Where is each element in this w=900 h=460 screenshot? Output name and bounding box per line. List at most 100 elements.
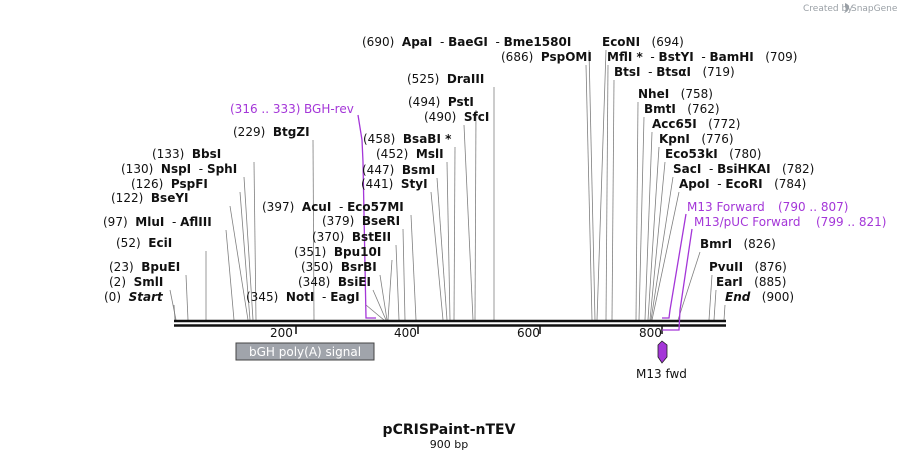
site-enzyme-name: StyI	[401, 177, 428, 191]
site-leader-nspi	[243, 176, 254, 321]
site-label-smli[interactable]: (2) SmlI	[109, 275, 163, 289]
credit-brand: SnapGene	[851, 4, 898, 14]
site-label-draiii[interactable]: (525) DraIII	[407, 72, 484, 86]
primer-m13-puc-forward-line[interactable]	[662, 228, 693, 331]
site-position: (876)	[743, 260, 787, 274]
site-label-apoi[interactable]: ApoI - EcoRI (784)	[679, 177, 806, 191]
site-enzyme-name: EciI	[148, 236, 172, 250]
site-leader-saci	[650, 176, 674, 321]
site-enzyme-name: BstEII	[352, 230, 391, 244]
site-label-bmri[interactable]: BmrI (826)	[700, 237, 776, 251]
site-separator: -	[314, 290, 330, 304]
site-label-bsabi[interactable]: (458) BsaBI *	[363, 132, 452, 146]
site-label-pspfi[interactable]: (126) PspFI	[131, 177, 208, 191]
site-label-ecii[interactable]: (52) EciI	[116, 236, 172, 250]
site-position: (900)	[750, 290, 794, 304]
site-leader-kpni	[647, 146, 660, 321]
site-position: (130)	[121, 162, 161, 176]
ruler-tick-label-600: 600	[517, 326, 540, 340]
site-label-mfli[interactable]: MflI * - BstYI - BamHI (709)	[607, 50, 798, 64]
site-label-eco53ki[interactable]: Eco53kI (780)	[665, 147, 761, 161]
site-leader-pspomi	[585, 64, 593, 321]
site-enzyme-name: BmtI	[644, 102, 676, 116]
site-enzyme-name: EarI	[716, 275, 743, 289]
primer-markers	[357, 114, 693, 331]
site-leader-lines	[169, 49, 726, 321]
site-label-bsiei[interactable]: (348) BsiEI	[298, 275, 371, 289]
site-enzyme-name: PvuII	[709, 260, 743, 274]
site-position: (719)	[691, 65, 735, 79]
primer-m13-forward-name: M13 Forward	[687, 200, 765, 214]
site-label-btsi[interactable]: BtsI - BtsαI (719)	[614, 65, 735, 79]
site-leader-bsiei	[372, 289, 387, 321]
site-label-eari[interactable]: EarI (885)	[716, 275, 786, 289]
primer-bgh-rev-line[interactable]	[357, 114, 376, 319]
site-label-bpuei[interactable]: (23) BpuEI	[109, 260, 180, 274]
site-position: (758)	[669, 87, 713, 101]
site-separator: -	[694, 50, 710, 64]
site-separator: -	[488, 35, 504, 49]
site-separator: -	[164, 215, 180, 229]
site-label-sfci[interactable]: (490) SfcI	[424, 110, 489, 124]
feature-m13-fwd-arrow[interactable]	[657, 340, 668, 364]
plasmid-title: pCRISPaint-nTEV	[383, 422, 516, 438]
site-label-bsmi[interactable]: (447) BsmI	[362, 163, 435, 177]
site-separator: -	[191, 162, 207, 176]
site-position: (348)	[298, 275, 338, 289]
site-label-bsrbi[interactable]: (350) BsrBI	[301, 260, 377, 274]
site-leader-bseyi	[229, 205, 249, 321]
site-leader-bbsi	[253, 161, 257, 321]
site-enzyme-name: SacI	[673, 162, 701, 176]
site-position: (885)	[743, 275, 787, 289]
site-label-pspomi[interactable]: (686) PspOMI	[501, 50, 592, 64]
site-label-kpni[interactable]: KpnI (776)	[659, 132, 734, 146]
site-label-acui[interactable]: (397) AcuI - Eco57MI	[262, 200, 404, 214]
feature-bgh-polya-box[interactable]	[235, 342, 375, 361]
primer-m13-forward-line[interactable]	[662, 213, 687, 319]
site-enzyme-name: EcoRI	[725, 177, 762, 191]
site-label-nhei[interactable]: NheI (758)	[638, 87, 713, 101]
site-separator: -	[701, 162, 717, 176]
site-leader-eari	[713, 289, 717, 321]
site-label-bbsi[interactable]: (133) BbsI	[152, 147, 221, 161]
site-label-acc65i[interactable]: Acc65I (772)	[652, 117, 740, 131]
site-label-bmti[interactable]: BmtI (762)	[644, 102, 720, 116]
site-position: (452)	[376, 147, 416, 161]
site-label-styi[interactable]: (441) StyI	[361, 177, 428, 191]
site-separator: -	[432, 35, 448, 49]
site-enzyme-name: BtsαI	[656, 65, 691, 79]
site-leader-apai	[588, 49, 596, 321]
site-enzyme-name: AflIII	[180, 215, 212, 229]
site-label-psti[interactable]: (494) PstI	[408, 95, 474, 109]
site-leader-btgzi	[312, 139, 315, 321]
site-label-bseyi[interactable]: (122) BseYI	[111, 191, 189, 205]
site-label-msli[interactable]: (452) MslI	[376, 147, 444, 161]
site-position: (97)	[103, 215, 135, 229]
site-label-noti[interactable]: (345) NotI - EagI	[246, 290, 360, 304]
site-label-nspi[interactable]: (130) NspI - SphI	[121, 162, 237, 176]
site-label-start[interactable]: (0) Start	[104, 290, 164, 304]
site-label-econi[interactable]: EcoNI (694)	[602, 35, 684, 49]
site-label-btgzi[interactable]: (229) BtgZI	[233, 125, 310, 139]
site-label-bpu10i[interactable]: (351) Bpu10I	[294, 245, 381, 259]
site-enzyme-name: BpuEI	[141, 260, 180, 274]
site-position: (525)	[407, 72, 447, 86]
site-position: (351)	[294, 245, 334, 259]
site-label-mlui[interactable]: (97) MluI - AflIII	[103, 215, 212, 229]
site-label-bsteii[interactable]: (370) BstEII	[312, 230, 391, 244]
site-leader-btsi	[611, 79, 615, 321]
site-enzyme-name: Start	[129, 290, 164, 304]
site-leader-bmri	[677, 251, 701, 321]
site-label-pvuii[interactable]: PvuII (876)	[709, 260, 787, 274]
site-label-bseri[interactable]: (379) BseRI	[322, 214, 400, 228]
site-enzyme-name: SfcI	[464, 110, 489, 124]
site-label-saci[interactable]: SacI - BsiHKAI (782)	[673, 162, 814, 176]
site-enzyme-name: MluI	[135, 215, 164, 229]
site-label-end[interactable]: End (900)	[725, 290, 794, 304]
site-separator: -	[643, 50, 659, 64]
site-enzyme-name: BsaBI *	[403, 132, 452, 146]
site-position: (397)	[262, 200, 302, 214]
site-label-apai[interactable]: (690) ApaI - BaeGI - Bme1580I	[362, 35, 571, 49]
site-leader-styi	[430, 191, 444, 321]
